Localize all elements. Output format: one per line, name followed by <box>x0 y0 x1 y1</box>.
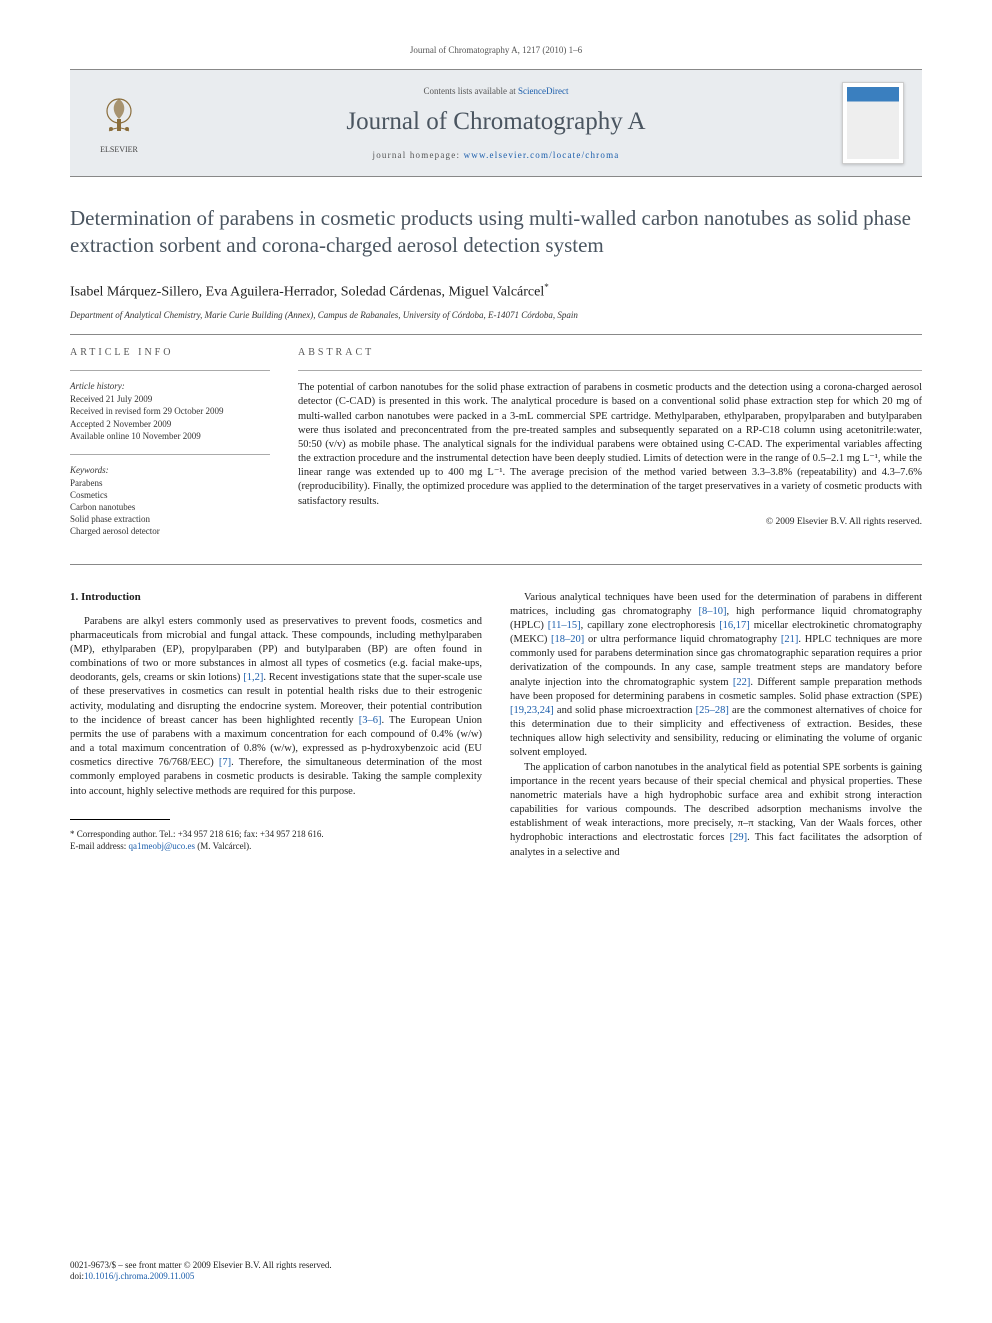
intro-paragraph-2: Various analytical techniques have been … <box>510 591 922 761</box>
ref-link[interactable]: [8–10] <box>699 606 727 617</box>
masthead-center: Contents lists available at ScienceDirec… <box>168 86 824 160</box>
doi-line: doi:10.1016/j.chroma.2009.11.005 <box>70 1271 922 1283</box>
ref-link[interactable]: [19,23,24] <box>510 705 554 716</box>
history-line: Available online 10 November 2009 <box>70 430 270 442</box>
abstract-heading: ABSTRACT <box>298 347 922 358</box>
contents-line: Contents lists available at ScienceDirec… <box>168 86 824 96</box>
keyword: Charged aerosol detector <box>70 525 270 537</box>
doi-link[interactable]: 10.1016/j.chroma.2009.11.005 <box>84 1271 194 1281</box>
contents-prefix: Contents lists available at <box>424 86 518 96</box>
authors-text: Isabel Márquez-Sillero, Eva Aguilera-Her… <box>70 284 544 299</box>
sciencedirect-link[interactable]: ScienceDirect <box>518 86 568 96</box>
abstract-rule <box>298 370 922 371</box>
ref-link[interactable]: [18–20] <box>551 634 584 645</box>
history-line: Received in revised form 29 October 2009 <box>70 405 270 417</box>
keyword: Cosmetics <box>70 489 270 501</box>
ref-link[interactable]: [29] <box>730 832 748 843</box>
email-label: E-mail address: <box>70 841 128 851</box>
doi-prefix: doi: <box>70 1271 84 1281</box>
article-info-heading: ARTICLE INFO <box>70 347 270 358</box>
footer: 0021-9673/$ – see front matter © 2009 El… <box>70 1260 922 1283</box>
abstract-column: ABSTRACT The potential of carbon nanotub… <box>298 347 922 549</box>
issn-line: 0021-9673/$ – see front matter © 2009 El… <box>70 1260 922 1272</box>
corr-author-line: * Corresponding author. Tel.: +34 957 21… <box>70 828 482 840</box>
rule-bottom <box>70 564 922 565</box>
keyword: Solid phase extraction <box>70 513 270 525</box>
keywords-block: Keywords: Parabens Cosmetics Carbon nano… <box>70 465 270 538</box>
info-rule-1 <box>70 370 270 371</box>
ref-link[interactable]: [25–28] <box>696 705 729 716</box>
history-line: Accepted 2 November 2009 <box>70 418 270 430</box>
keyword: Parabens <box>70 477 270 489</box>
corresponding-marker: * <box>544 282 549 292</box>
info-abstract-row: ARTICLE INFO Article history: Received 2… <box>70 335 922 563</box>
footnote-rule <box>70 819 170 820</box>
ref-link[interactable]: [1,2] <box>243 672 263 683</box>
article-history: Article history: Received 21 July 2009 R… <box>70 381 270 442</box>
elsevier-logo: ELSEVIER <box>88 87 150 159</box>
history-line: Received 21 July 2009 <box>70 393 270 405</box>
journal-homepage: journal homepage: www.elsevier.com/locat… <box>168 150 824 160</box>
body-columns: 1. Introduction Parabens are alkyl ester… <box>70 591 922 860</box>
ref-link[interactable]: [11–15] <box>548 620 581 631</box>
article-title: Determination of parabens in cosmetic pr… <box>70 205 922 260</box>
homepage-link[interactable]: www.elsevier.com/locate/chroma <box>464 150 620 160</box>
journal-title: Journal of Chromatography A <box>168 108 824 136</box>
email-line: E-mail address: qa1meobj@uco.es (M. Valc… <box>70 840 482 852</box>
email-link[interactable]: qa1meobj@uco.es <box>128 841 195 851</box>
cover-thumb-graphic <box>847 87 899 159</box>
section-heading-intro: 1. Introduction <box>70 591 482 603</box>
ref-link[interactable]: [7] <box>219 757 231 768</box>
ref-link[interactable]: [22] <box>733 677 751 688</box>
affiliation: Department of Analytical Chemistry, Mari… <box>70 310 922 320</box>
email-suffix: (M. Valcárcel). <box>195 841 251 851</box>
ref-link[interactable]: [21] <box>781 634 799 645</box>
ref-link[interactable]: [16,17] <box>719 620 750 631</box>
keyword: Carbon nanotubes <box>70 501 270 513</box>
right-column: Various analytical techniques have been … <box>510 591 922 860</box>
abstract-text: The potential of carbon nanotubes for th… <box>298 381 922 509</box>
journal-cover-thumb <box>842 82 904 164</box>
homepage-prefix: journal homepage: <box>373 150 464 160</box>
publisher-name: ELSEVIER <box>100 145 138 154</box>
keywords-heading: Keywords: <box>70 465 270 475</box>
left-column: 1. Introduction Parabens are alkyl ester… <box>70 591 482 860</box>
info-rule-2 <box>70 454 270 455</box>
abstract-copyright: © 2009 Elsevier B.V. All rights reserved… <box>298 517 922 527</box>
history-heading: Article history: <box>70 381 270 391</box>
intro-paragraph-3: The application of carbon nanotubes in t… <box>510 761 922 860</box>
page-root: Journal of Chromatography A, 1217 (2010)… <box>0 0 992 900</box>
article-info-column: ARTICLE INFO Article history: Received 2… <box>70 347 270 549</box>
intro-paragraph-1: Parabens are alkyl esters commonly used … <box>70 615 482 799</box>
ref-link[interactable]: [3–6] <box>359 715 382 726</box>
corresponding-footnote: * Corresponding author. Tel.: +34 957 21… <box>70 828 482 852</box>
masthead: ELSEVIER Contents lists available at Sci… <box>70 69 922 177</box>
elsevier-tree-icon <box>93 93 145 145</box>
running-header: Journal of Chromatography A, 1217 (2010)… <box>70 45 922 55</box>
author-list: Isabel Márquez-Sillero, Eva Aguilera-Her… <box>70 282 922 301</box>
